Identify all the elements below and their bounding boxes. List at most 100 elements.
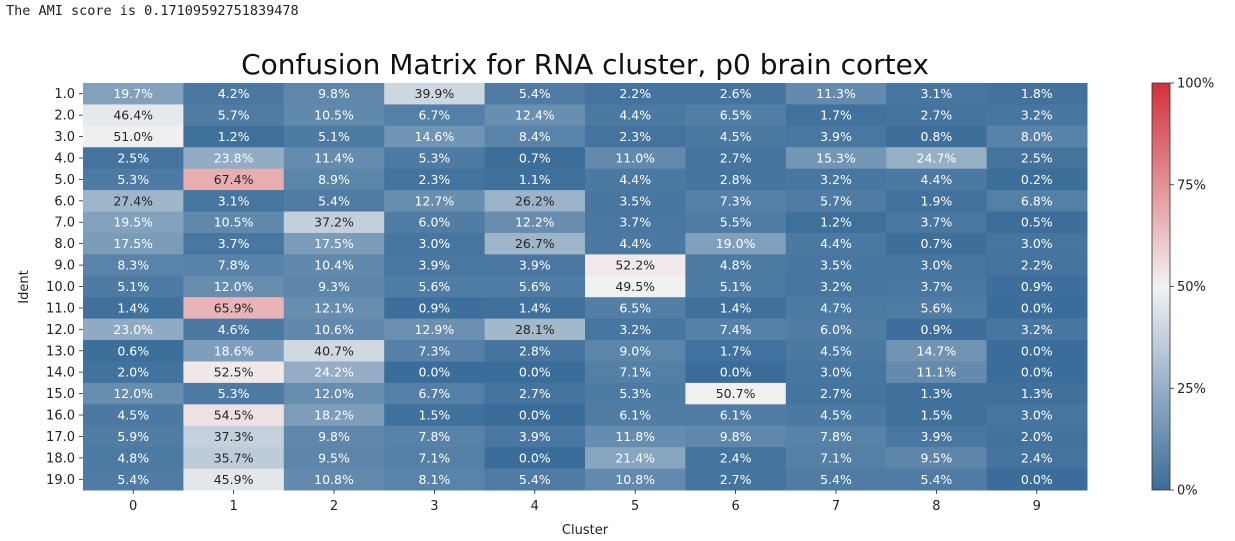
cell-value-label: 24.7% [917, 150, 957, 165]
cell-value-label: 9.5% [921, 450, 953, 465]
cell-value-label: 2.8% [720, 172, 752, 187]
cell-value-label: 2.7% [720, 472, 752, 487]
cell-value-label: 3.9% [921, 429, 953, 444]
cell-value-label: 0.0% [419, 365, 451, 380]
cell-value-label: 2.2% [619, 86, 651, 101]
cell-value-label: 0.5% [1021, 215, 1053, 230]
cell-value-label: 37.2% [314, 215, 354, 230]
y-tick-label: 4.0 [54, 151, 75, 166]
cell-value-label: 2.6% [720, 86, 752, 101]
colorbar-tick-label: 50% [1177, 280, 1206, 295]
x-tick-label: 8 [932, 499, 940, 514]
cell-value-label: 4.5% [820, 408, 852, 423]
cell-value-label: 19.0% [716, 236, 756, 251]
cell-value-label: 6.0% [820, 322, 852, 337]
cell-value-label: 6.1% [720, 408, 752, 423]
cell-value-label: 3.7% [921, 279, 953, 294]
cell-value-label: 3.2% [820, 279, 852, 294]
cell-value-label: 5.3% [419, 150, 451, 165]
cell-value-label: 0.0% [519, 365, 551, 380]
cell-value-label: 37.3% [214, 429, 254, 444]
y-tick-label: 12.0 [46, 323, 75, 338]
cell-value-label: 18.6% [214, 343, 254, 358]
cell-value-label: 5.4% [519, 86, 551, 101]
cell-value-label: 0.6% [117, 343, 149, 358]
cell-value-label: 12.4% [515, 108, 555, 123]
cell-value-label: 11.0% [615, 150, 655, 165]
y-tick-labels: 1.02.03.04.05.06.07.08.09.010.011.012.01… [46, 87, 83, 488]
cell-value-label: 2.5% [1021, 150, 1053, 165]
cell-value-label: 9.8% [318, 86, 350, 101]
cell-value-label: 0.0% [519, 408, 551, 423]
cell-value-label: 2.3% [619, 129, 651, 144]
cell-value-label: 9.5% [318, 450, 350, 465]
cell-value-label: 10.5% [314, 108, 354, 123]
cell-value-label: 4.5% [117, 408, 149, 423]
cell-value-label: 11.1% [917, 365, 957, 380]
cell-value-label: 10.4% [314, 258, 354, 273]
cell-value-label: 2.7% [921, 108, 953, 123]
cell-value-label: 10.5% [214, 215, 254, 230]
heatmap-cells: 19.7% 4.2% 9.8% 39.9% 5.4% 2.2% 2.6% 11.3% 3.1% 1… [83, 83, 1088, 491]
cell-value-label: 12.9% [415, 322, 455, 337]
cell-value-label: 19.7% [113, 86, 153, 101]
cell-value-label: 2.7% [820, 386, 852, 401]
cell-value-label: 1.5% [419, 408, 451, 423]
cell-value-label: 2.5% [117, 150, 149, 165]
cell-value-label: 11.8% [615, 429, 655, 444]
cell-value-label: 4.4% [619, 108, 651, 123]
cell-value-label: 9.0% [619, 343, 651, 358]
colorbar-tick-label: 25% [1177, 382, 1206, 397]
cell-value-label: 5.3% [117, 172, 149, 187]
cell-value-label: 3.0% [1021, 408, 1053, 423]
cell-value-label: 6.5% [720, 108, 752, 123]
cell-value-label: 0.7% [519, 150, 551, 165]
cell-value-label: 4.8% [720, 258, 752, 273]
cell-value-label: 10.8% [314, 472, 354, 487]
x-tick-labels: 0123456789 [129, 490, 1041, 514]
cell-value-label: 1.7% [720, 343, 752, 358]
cell-value-label: 7.1% [820, 450, 852, 465]
cell-value-label: 2.3% [419, 172, 451, 187]
cell-value-label: 7.4% [720, 322, 752, 337]
cell-value-label: 3.5% [619, 193, 651, 208]
cell-value-label: 24.2% [314, 365, 354, 380]
y-tick-label: 15.0 [46, 387, 75, 402]
cell-value-label: 5.9% [117, 429, 149, 444]
cell-value-label: 5.1% [720, 279, 752, 294]
cell-value-label: 12.7% [415, 193, 455, 208]
cell-value-label: 6.7% [419, 386, 451, 401]
cell-value-label: 3.2% [1021, 322, 1053, 337]
cell-value-label: 28.1% [515, 322, 555, 337]
y-tick-label: 5.0 [54, 173, 75, 188]
cell-value-label: 12.0% [214, 279, 254, 294]
colorbar-tick-label: 0% [1177, 484, 1198, 499]
cell-value-label: 3.7% [619, 215, 651, 230]
cell-value-label: 17.5% [113, 236, 153, 251]
cell-value-label: 14.6% [415, 129, 455, 144]
x-tick-label: 7 [832, 499, 840, 514]
y-tick-label: 18.0 [46, 451, 75, 466]
cell-value-label: 2.4% [1021, 450, 1053, 465]
cell-value-label: 3.0% [820, 365, 852, 380]
cell-value-label: 40.7% [314, 343, 354, 358]
cell-value-label: 4.8% [117, 450, 149, 465]
cell-value-label: 19.5% [113, 215, 153, 230]
cell-value-label: 7.1% [419, 450, 451, 465]
cell-value-label: 7.3% [419, 343, 451, 358]
cell-value-label: 4.4% [619, 236, 651, 251]
y-tick-label: 10.0 [46, 280, 75, 295]
cell-value-label: 12.1% [314, 300, 354, 315]
cell-value-label: 1.3% [1021, 386, 1053, 401]
cell-value-label: 4.2% [218, 86, 250, 101]
y-tick-label: 1.0 [54, 87, 75, 102]
cell-value-label: 0.0% [1021, 472, 1053, 487]
cell-value-label: 2.8% [519, 343, 551, 358]
cell-value-label: 5.6% [921, 300, 953, 315]
cell-value-label: 3.9% [519, 258, 551, 273]
cell-value-label: 5.7% [820, 193, 852, 208]
cell-value-label: 8.9% [318, 172, 350, 187]
colorbar [1152, 83, 1170, 490]
cell-value-label: 3.2% [820, 172, 852, 187]
